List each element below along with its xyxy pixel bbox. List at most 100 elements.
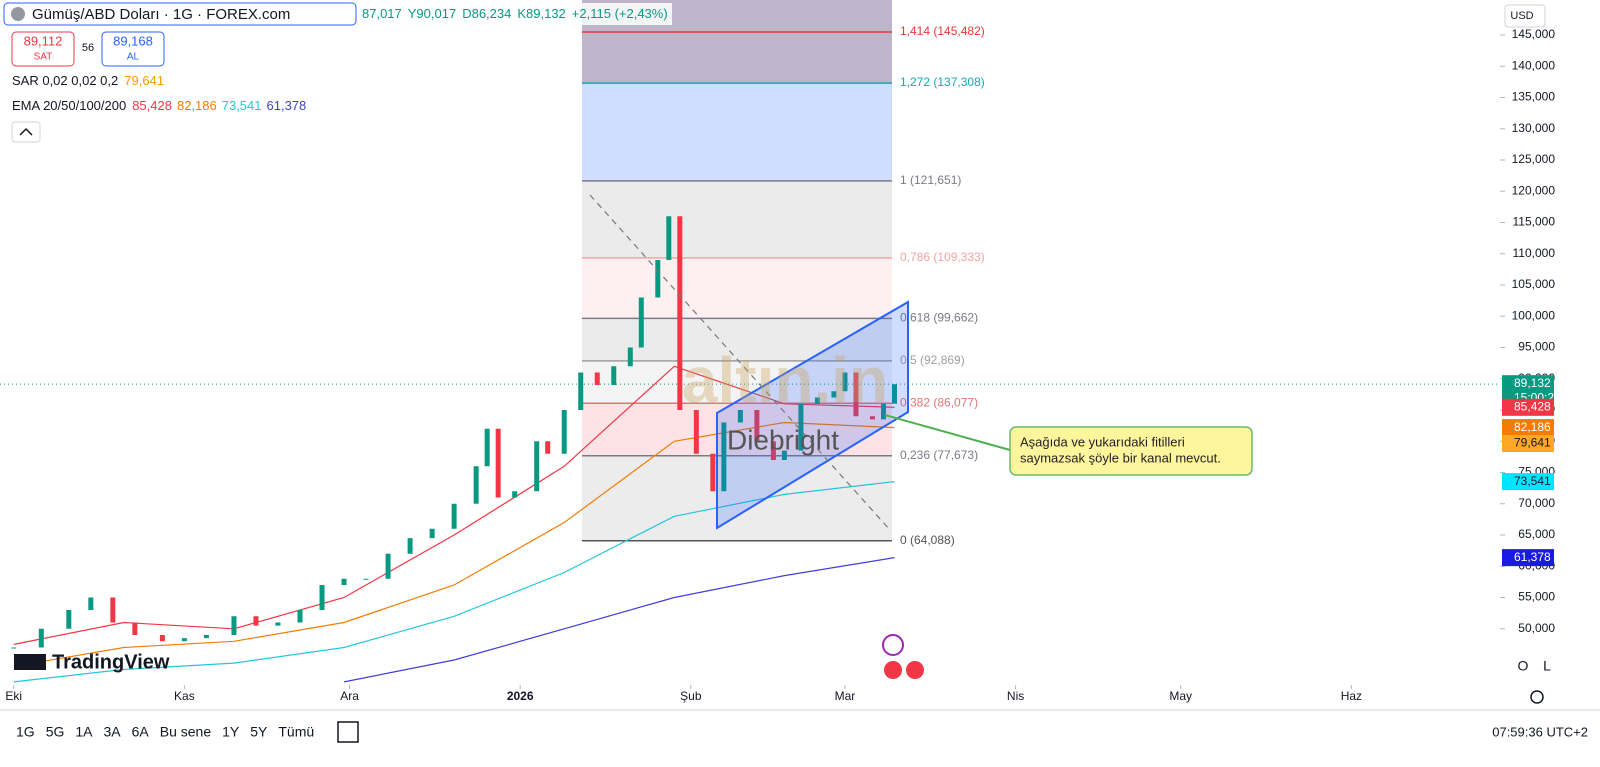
candle bbox=[203, 635, 209, 639]
sell-button[interactable] bbox=[11, 31, 75, 67]
candle bbox=[545, 441, 551, 454]
fib-zone bbox=[582, 455, 892, 541]
candle bbox=[341, 578, 347, 585]
price-tag bbox=[1502, 473, 1554, 491]
ema-value: 85,428 bbox=[132, 98, 172, 113]
y-tick-label: 55,000 bbox=[1518, 590, 1555, 604]
x-tick-label: Mar bbox=[835, 689, 856, 703]
y-tick-label: 95,000 bbox=[1518, 340, 1555, 354]
price-tag bbox=[1502, 419, 1554, 437]
currency-button[interactable] bbox=[1504, 4, 1546, 28]
y-tick-label: 100,000 bbox=[1512, 308, 1556, 322]
chevron-icon bbox=[19, 127, 33, 136]
channel bbox=[716, 300, 909, 530]
ema-line bbox=[343, 557, 895, 683]
candle bbox=[853, 372, 859, 417]
buy-button[interactable] bbox=[101, 31, 165, 67]
candle bbox=[297, 610, 303, 623]
y-tick-label: 50,000 bbox=[1518, 621, 1555, 635]
settings-icon[interactable] bbox=[1530, 690, 1544, 704]
symbol-icon bbox=[11, 7, 25, 21]
callout-pointer bbox=[884, 414, 1011, 451]
candle bbox=[534, 441, 540, 492]
event-icon[interactable] bbox=[884, 661, 902, 679]
ema-value: 82,186 bbox=[177, 98, 217, 113]
x-tick-label: Eki bbox=[5, 689, 22, 703]
candle bbox=[798, 403, 804, 451]
ema-line bbox=[13, 481, 895, 683]
ema-line bbox=[13, 365, 895, 645]
candle bbox=[638, 297, 644, 348]
candle bbox=[781, 450, 787, 460]
event-icon[interactable] bbox=[882, 634, 904, 656]
candle bbox=[473, 466, 479, 504]
watermark: altın.in bbox=[682, 344, 888, 416]
range-button[interactable]: 6A bbox=[132, 724, 150, 740]
price-tag bbox=[1502, 549, 1554, 567]
candle bbox=[611, 366, 617, 385]
candle bbox=[655, 260, 661, 298]
candle bbox=[275, 622, 281, 626]
fib-zone bbox=[582, 180, 892, 258]
event-icon[interactable] bbox=[906, 661, 924, 679]
fib-label: 0,618 (99,662) bbox=[900, 311, 978, 325]
price-axis bbox=[1500, 0, 1600, 710]
x-tick-label: Haz bbox=[1341, 689, 1362, 703]
y-tick-label: 70,000 bbox=[1518, 496, 1555, 510]
candle bbox=[891, 384, 897, 404]
range-button[interactable]: 3A bbox=[104, 724, 122, 740]
callout-text: Aşağıda ve yukarıdaki fitilleri bbox=[1020, 434, 1185, 449]
range-button[interactable]: Bu sene bbox=[160, 724, 212, 740]
candle bbox=[737, 410, 743, 423]
ohlc-value: D86,234 bbox=[462, 6, 511, 21]
candle bbox=[666, 216, 672, 260]
candle bbox=[11, 647, 17, 649]
price-axis-labels: 50,00055,00060,00065,00070,00075,00080,0… bbox=[1500, 27, 1561, 635]
sar-label: SAR 0,02 0,02 0,2 79,641 bbox=[12, 73, 164, 88]
buy-label: AL bbox=[127, 52, 140, 63]
candle bbox=[627, 347, 633, 367]
fib-zone bbox=[582, 360, 892, 404]
price-tag bbox=[1502, 398, 1554, 416]
candle bbox=[869, 416, 875, 420]
callout-text: saymazsak şöyle bir kanal mevcut. bbox=[1020, 450, 1221, 465]
ema-value: 73,541 bbox=[222, 98, 262, 113]
range-button[interactable]: 1Y bbox=[222, 724, 240, 740]
x-tick-label: Nis bbox=[1007, 689, 1024, 703]
range-button[interactable]: Tümü bbox=[278, 724, 314, 740]
fib-zone bbox=[582, 83, 892, 181]
x-tick-label: 2026 bbox=[507, 689, 534, 703]
candle bbox=[594, 372, 600, 385]
symbol-box[interactable] bbox=[3, 2, 357, 26]
date-range-icon[interactable] bbox=[337, 721, 359, 743]
scale-button[interactable]: O bbox=[1518, 658, 1529, 674]
range-button[interactable]: 5G bbox=[46, 724, 65, 740]
currency: USD bbox=[1510, 10, 1533, 22]
ohlc-value: K89,132 bbox=[517, 6, 565, 21]
ohlc: 87,017 Y90,017 D86,234 K89,132 +2,115 (+2,43… bbox=[362, 6, 668, 21]
ema-name: EMA 20/50/100/200 bbox=[12, 98, 126, 113]
ohlc-bg bbox=[360, 3, 672, 25]
y-tick-label: 145,000 bbox=[1512, 27, 1556, 41]
collapse-button[interactable] bbox=[11, 121, 41, 143]
y-tick-label: 135,000 bbox=[1512, 90, 1556, 104]
ema-line bbox=[13, 421, 895, 667]
price-tag-label: 85,428 bbox=[1514, 399, 1551, 413]
x-tick-label: Şub bbox=[680, 689, 702, 703]
sar-name: SAR 0,02 0,02 0,2 bbox=[12, 73, 118, 88]
y-tick-label: 130,000 bbox=[1512, 121, 1556, 135]
scale-button[interactable]: L bbox=[1543, 658, 1551, 674]
range-button[interactable]: 5Y bbox=[250, 724, 268, 740]
candle bbox=[38, 628, 44, 648]
fib-label: 0,236 (77,673) bbox=[900, 448, 978, 462]
sell-label: SAT bbox=[34, 52, 53, 63]
candle bbox=[512, 491, 518, 498]
candle bbox=[132, 622, 138, 635]
logo: TradingView bbox=[52, 651, 170, 673]
candle bbox=[159, 635, 165, 642]
range-button[interactable]: 1G bbox=[16, 724, 35, 740]
y-tick-label: 115,000 bbox=[1513, 215, 1556, 229]
range-button[interactable]: 1A bbox=[75, 724, 93, 740]
ema-label: EMA 20/50/100/200 85,428 82,186 73,541 61,37… bbox=[12, 98, 306, 113]
watermark: Diebright bbox=[727, 424, 839, 455]
